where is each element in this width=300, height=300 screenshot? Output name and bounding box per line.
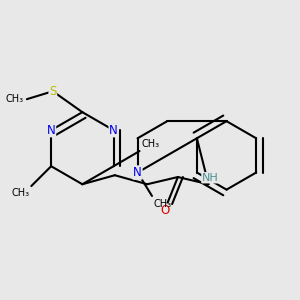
Text: N: N [47, 124, 56, 137]
Text: CH₃: CH₃ [6, 94, 24, 104]
Text: S: S [49, 85, 56, 98]
Text: NH: NH [202, 173, 219, 183]
Text: N: N [133, 166, 142, 179]
Text: O: O [160, 204, 170, 217]
Text: N: N [109, 124, 118, 137]
Text: CH₃: CH₃ [141, 139, 160, 149]
Text: CH₃: CH₃ [11, 188, 29, 198]
Text: CH₃: CH₃ [153, 199, 172, 209]
